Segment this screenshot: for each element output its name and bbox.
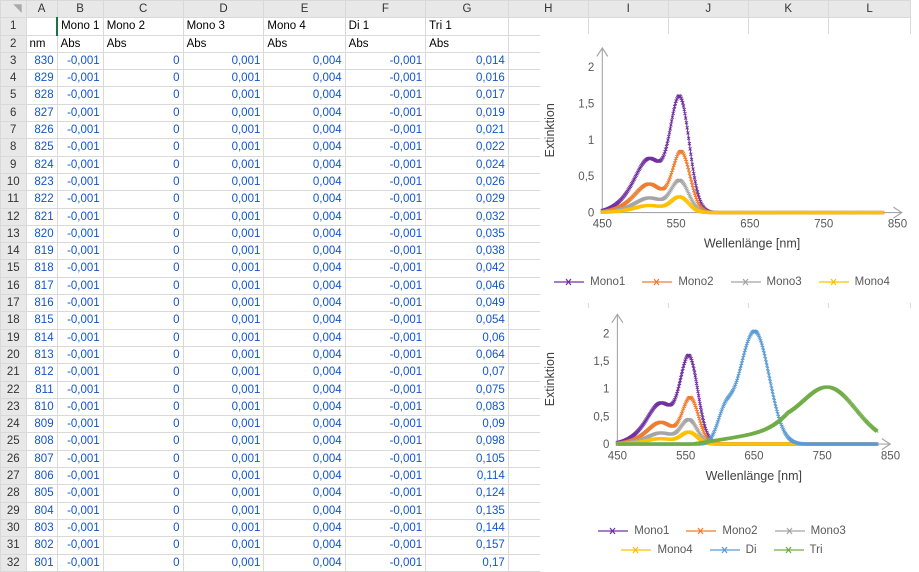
svg-text:0,5: 0,5 [578,171,594,183]
svg-text:750: 750 [813,450,832,462]
svg-text:0: 0 [603,439,609,451]
svg-text:Wellenlänge [nm]: Wellenlänge [nm] [704,236,800,250]
svg-text:550: 550 [676,450,695,462]
svg-text:1: 1 [588,135,594,147]
svg-text:450: 450 [593,218,612,230]
svg-text:Extinktion: Extinktion [543,352,557,406]
svg-text:Extinktion: Extinktion [543,103,557,157]
svg-text:1: 1 [603,384,609,396]
svg-text:2: 2 [588,62,594,74]
svg-text:2: 2 [603,328,609,340]
svg-text:Wellenlänge [nm]: Wellenlänge [nm] [706,469,802,483]
svg-text:1,5: 1,5 [578,98,594,110]
svg-text:850: 850 [888,218,907,230]
svg-text:750: 750 [814,218,833,230]
svg-text:650: 650 [740,218,759,230]
svg-text:450: 450 [608,450,627,462]
svg-text:850: 850 [881,450,900,462]
svg-text:550: 550 [667,218,686,230]
svg-text:0,5: 0,5 [593,411,609,423]
svg-text:1,5: 1,5 [593,356,609,368]
svg-text:650: 650 [744,450,763,462]
